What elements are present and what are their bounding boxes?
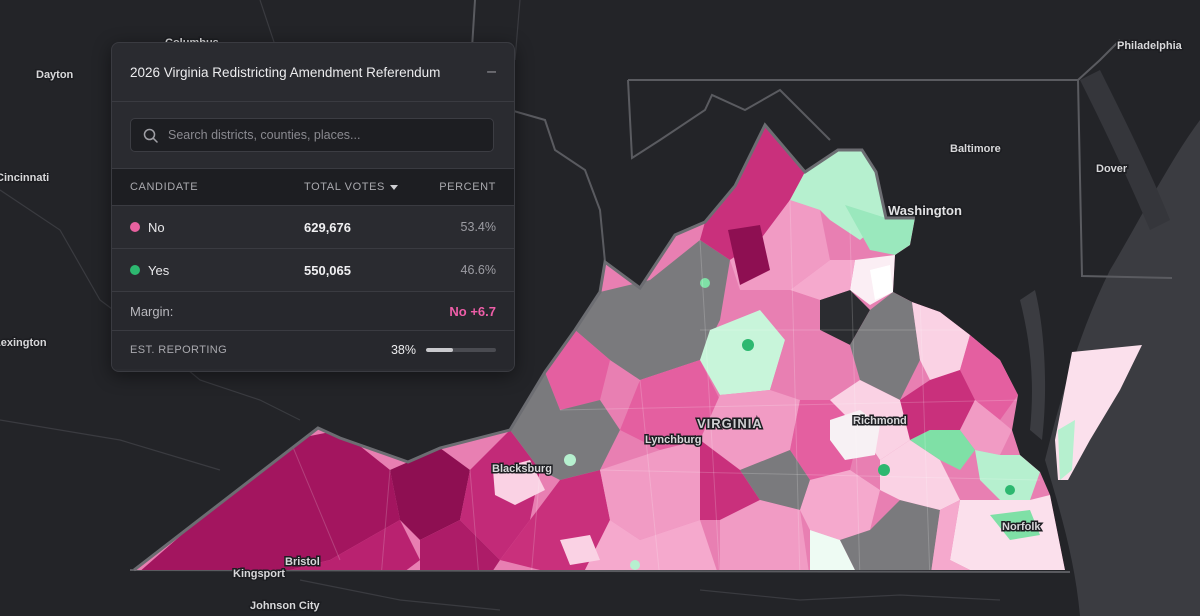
reporting-label: EST. REPORTING bbox=[130, 344, 228, 356]
label-baltimore: Baltimore bbox=[950, 143, 1001, 155]
label-bristol: Bristol bbox=[285, 556, 320, 568]
label-kingsport: Kingsport bbox=[233, 568, 285, 580]
label-virginia: VIRGINIA bbox=[697, 416, 763, 431]
margin-value: No +6.7 bbox=[449, 303, 496, 319]
county-region[interactable] bbox=[620, 360, 720, 450]
column-total-votes[interactable]: TOTAL VOTES bbox=[304, 181, 416, 193]
county-region[interactable] bbox=[878, 464, 890, 476]
county-region[interactable] bbox=[830, 410, 880, 460]
label-norfolk: Norfolk bbox=[1002, 521, 1041, 533]
yes-color-dot bbox=[130, 265, 140, 275]
candidate-percent: 53.4% bbox=[460, 220, 496, 234]
column-percent: PERCENT bbox=[439, 181, 496, 193]
candidate-name: Yes bbox=[148, 262, 170, 278]
county-region[interactable] bbox=[700, 390, 800, 470]
county-region[interactable] bbox=[720, 500, 810, 580]
label-cincinnati: Cincinnati bbox=[0, 172, 49, 184]
candidate-name: No bbox=[148, 219, 165, 235]
reporting-value: 38% bbox=[390, 343, 416, 357]
candidate-votes: 629,676 bbox=[304, 219, 351, 235]
label-dayton: Dayton bbox=[36, 69, 74, 81]
eastern-shore-south[interactable] bbox=[1058, 420, 1075, 480]
label-lexington: Lexington bbox=[0, 337, 47, 349]
column-candidate: CANDIDATE bbox=[130, 181, 199, 193]
margin-label: Margin: bbox=[130, 303, 174, 319]
margin-row: Margin: No +6.7 bbox=[112, 292, 514, 331]
county-region[interactable] bbox=[850, 292, 920, 400]
search-icon bbox=[143, 128, 158, 143]
county-region[interactable] bbox=[510, 372, 620, 480]
column-total-votes-label: TOTAL VOTES bbox=[304, 181, 385, 193]
county-region[interactable] bbox=[880, 440, 960, 510]
label-washington: Washington bbox=[888, 203, 962, 218]
county-region[interactable] bbox=[728, 225, 770, 285]
reporting-row: EST. REPORTING 38% bbox=[112, 331, 514, 369]
label-johnson-city: Johnson City bbox=[250, 600, 321, 612]
county-region[interactable] bbox=[1005, 485, 1015, 495]
county-region[interactable] bbox=[575, 240, 730, 380]
county-region[interactable] bbox=[390, 448, 470, 540]
label-lynchburg: Lynchburg bbox=[645, 434, 701, 446]
county-region[interactable] bbox=[742, 339, 754, 351]
county-region[interactable] bbox=[930, 500, 990, 580]
county-region[interactable] bbox=[700, 440, 760, 520]
county-region[interactable] bbox=[130, 430, 400, 580]
eastern-shore[interactable] bbox=[1055, 345, 1142, 480]
chesapeake-bay bbox=[1020, 290, 1046, 440]
county-region[interactable] bbox=[960, 400, 1012, 455]
county-region[interactable] bbox=[990, 510, 1040, 540]
county-region[interactable] bbox=[700, 310, 785, 395]
virginia-border bbox=[133, 122, 915, 572]
candidate-percent: 46.6% bbox=[460, 263, 496, 277]
county-region[interactable] bbox=[870, 265, 893, 300]
county-region[interactable] bbox=[840, 500, 940, 580]
county-region[interactable] bbox=[250, 520, 420, 590]
candidate-row-yes[interactable]: Yes 550,065 46.6% bbox=[112, 249, 514, 292]
minus-icon[interactable]: – bbox=[487, 63, 496, 80]
county-region[interactable] bbox=[845, 205, 915, 255]
county-region[interactable] bbox=[790, 260, 855, 300]
search-section bbox=[112, 102, 514, 169]
county-region[interactable] bbox=[900, 370, 975, 440]
reporting-progress-fill bbox=[426, 348, 453, 352]
search-box[interactable] bbox=[130, 118, 494, 152]
label-philadelphia: Philadelphia bbox=[1117, 40, 1183, 52]
reporting-progress-bar bbox=[426, 348, 496, 352]
county-region[interactable] bbox=[740, 450, 810, 510]
sort-down-icon[interactable] bbox=[389, 184, 398, 190]
county-region[interactable] bbox=[580, 520, 720, 580]
panel-title: 2026 Virginia Redistricting Amendment Re… bbox=[130, 64, 441, 80]
no-color-dot bbox=[130, 222, 140, 232]
county-region[interactable] bbox=[600, 440, 700, 540]
delaware-bay bbox=[1080, 70, 1170, 230]
county-region[interactable] bbox=[700, 125, 805, 260]
county-region[interactable] bbox=[960, 335, 1018, 420]
results-panel: 2026 Virginia Redistricting Amendment Re… bbox=[111, 42, 515, 372]
label-richmond: Richmond bbox=[853, 415, 907, 427]
county-region[interactable] bbox=[820, 290, 870, 345]
county-region[interactable] bbox=[560, 535, 600, 565]
panel-header: 2026 Virginia Redistricting Amendment Re… bbox=[112, 43, 514, 102]
county-region[interactable] bbox=[910, 430, 975, 470]
label-blacksburg: Blacksburg bbox=[492, 463, 552, 475]
county-region[interactable] bbox=[975, 450, 1040, 500]
candidate-votes: 550,065 bbox=[304, 262, 351, 278]
county-region[interactable] bbox=[800, 470, 880, 540]
county-region[interactable] bbox=[912, 302, 970, 380]
county-region[interactable] bbox=[564, 454, 576, 466]
county-region[interactable] bbox=[770, 330, 860, 400]
table-header: CANDIDATE TOTAL VOTES PERCENT bbox=[112, 169, 514, 206]
county-region[interactable] bbox=[700, 278, 710, 288]
county-region[interactable] bbox=[630, 560, 640, 570]
search-input[interactable] bbox=[166, 127, 470, 143]
county-region[interactable] bbox=[493, 460, 545, 505]
county-region[interactable] bbox=[950, 495, 1065, 580]
candidate-row-no[interactable]: No 629,676 53.4% bbox=[112, 206, 514, 249]
label-dover: Dover bbox=[1096, 163, 1128, 175]
county-region[interactable] bbox=[420, 520, 500, 590]
county-region[interactable] bbox=[810, 530, 860, 580]
